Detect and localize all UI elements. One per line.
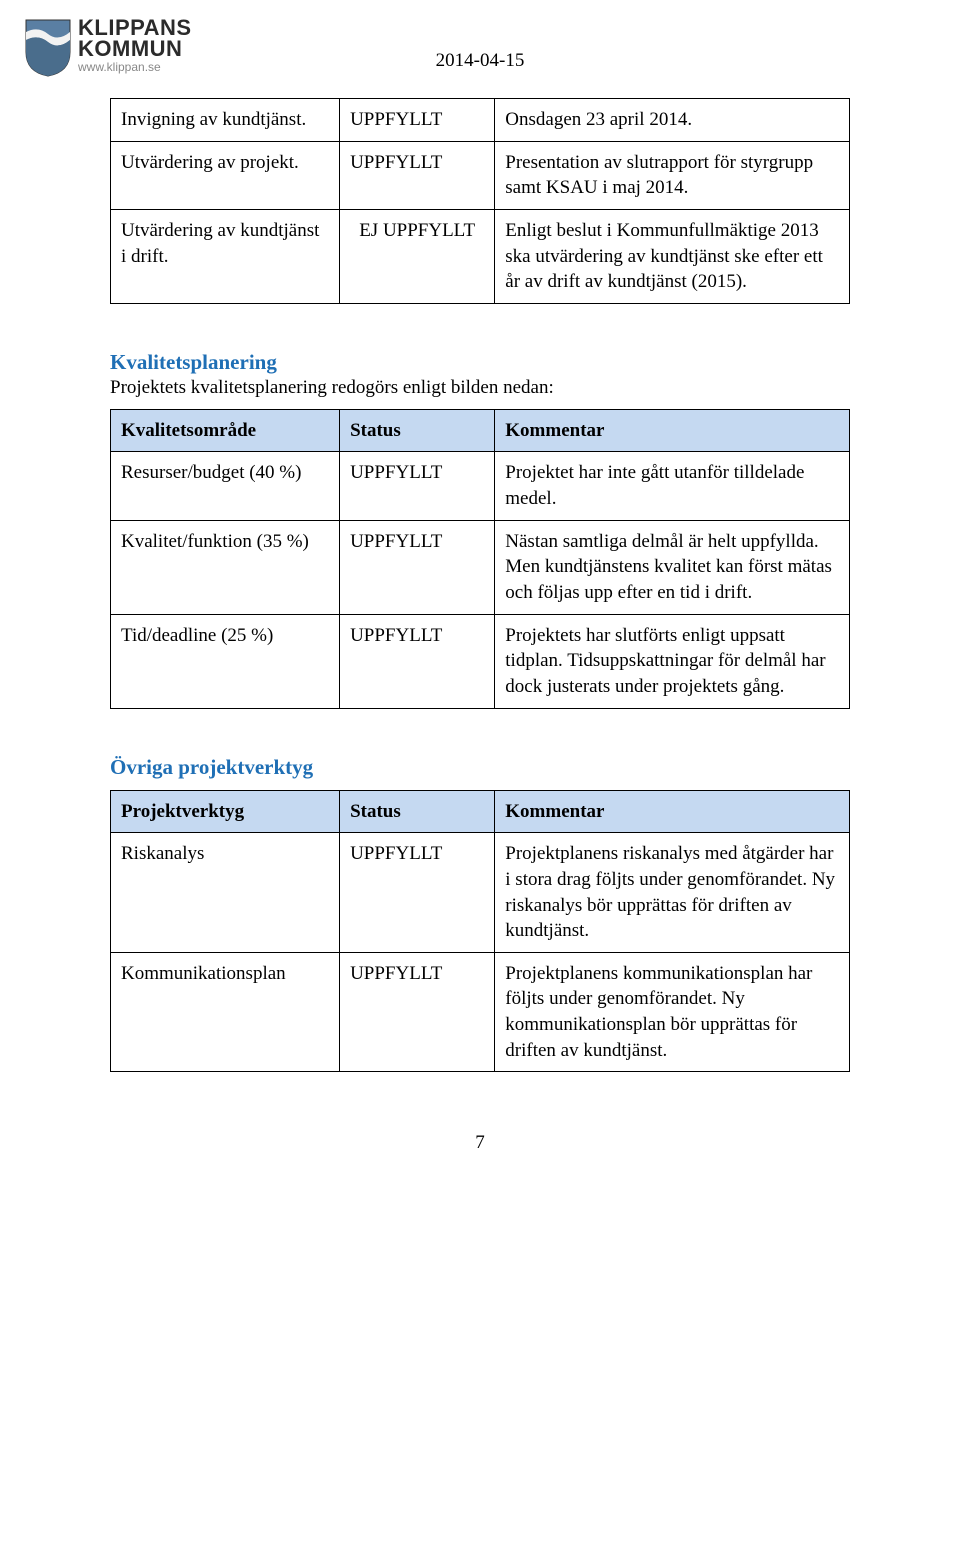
tools-heading: Övriga projektverktyg <box>110 755 850 780</box>
cell-status: UPPFYLLT <box>340 99 495 142</box>
table-row: Kvalitet/funktion (35 %) UPPFYLLT Nästan… <box>111 520 850 614</box>
cell-tool: Riskanalys <box>111 833 340 953</box>
cell-comment: Projektplanens riskanalys med åtgärder h… <box>495 833 850 953</box>
cell-status: UPPFYLLT <box>340 833 495 953</box>
quality-table: Kvalitetsområde Status Kommentar Resurse… <box>110 409 850 709</box>
cell-status: UPPFYLLT <box>340 141 495 209</box>
cell-activity: Invigning av kundtjänst. <box>111 99 340 142</box>
cell-status: EJ UPPFYLLT <box>340 209 495 303</box>
tools-table: Projektverktyg Status Kommentar Riskanal… <box>110 790 850 1073</box>
table-row: Invigning av kundtjänst. UPPFYLLT Onsdag… <box>111 99 850 142</box>
quality-subtext: Projektets kvalitetsplanering redogörs e… <box>110 377 850 399</box>
cell-area: Tid/deadline (25 %) <box>111 614 340 708</box>
table-row: Riskanalys UPPFYLLT Projektplanens riska… <box>111 833 850 953</box>
org-logo: KLIPPANS KOMMUN www.klippan.se <box>24 18 192 78</box>
cell-status: UPPFYLLT <box>340 520 495 614</box>
table-row: Resurser/budget (40 %) UPPFYLLT Projekte… <box>111 452 850 520</box>
header-status: Status <box>340 409 495 452</box>
logo-text: KLIPPANS KOMMUN www.klippan.se <box>78 18 192 73</box>
cell-comment: Enligt beslut i Kommunfullmäktige 2013 s… <box>495 209 850 303</box>
header-tool: Projektverktyg <box>111 790 340 833</box>
cell-activity: Utvärdering av projekt. <box>111 141 340 209</box>
cell-status: UPPFYLLT <box>340 614 495 708</box>
cell-activity: Utvärdering av kundtjänst i drift. <box>111 209 340 303</box>
table-row: Utvärdering av projekt. UPPFYLLT Present… <box>111 141 850 209</box>
logo-line2: KOMMUN <box>78 39 192 60</box>
cell-comment: Projektplanens kommunikationsplan har fö… <box>495 952 850 1072</box>
cell-comment: Onsdagen 23 april 2014. <box>495 99 850 142</box>
table-header-row: Kvalitetsområde Status Kommentar <box>111 409 850 452</box>
table-header-row: Projektverktyg Status Kommentar <box>111 790 850 833</box>
cell-area: Kvalitet/funktion (35 %) <box>111 520 340 614</box>
cell-comment: Projektets har slutförts enligt uppsatt … <box>495 614 850 708</box>
table-row: Tid/deadline (25 %) UPPFYLLT Projektets … <box>111 614 850 708</box>
header-comment: Kommentar <box>495 409 850 452</box>
page-number: 7 <box>110 1132 850 1154</box>
document-page: KLIPPANS KOMMUN www.klippan.se 2014-04-1… <box>0 0 960 1214</box>
table-row: Utvärdering av kundtjänst i drift. EJ UP… <box>111 209 850 303</box>
cell-comment: Projektet har inte gått utanför tilldela… <box>495 452 850 520</box>
header-status: Status <box>340 790 495 833</box>
quality-heading: Kvalitetsplanering <box>110 350 850 375</box>
document-date: 2014-04-15 <box>110 50 850 72</box>
logo-url: www.klippan.se <box>78 62 192 73</box>
shield-icon <box>24 18 72 78</box>
header-area: Kvalitetsområde <box>111 409 340 452</box>
header-comment: Kommentar <box>495 790 850 833</box>
cell-comment: Presentation av slutrapport för styrgrup… <box>495 141 850 209</box>
milestones-table: Invigning av kundtjänst. UPPFYLLT Onsdag… <box>110 98 850 304</box>
cell-status: UPPFYLLT <box>340 452 495 520</box>
cell-comment: Nästan samtliga delmål är helt uppfyllda… <box>495 520 850 614</box>
table-row: Kommunikationsplan UPPFYLLT Projektplane… <box>111 952 850 1072</box>
cell-tool: Kommunikationsplan <box>111 952 340 1072</box>
cell-area: Resurser/budget (40 %) <box>111 452 340 520</box>
cell-status: UPPFYLLT <box>340 952 495 1072</box>
